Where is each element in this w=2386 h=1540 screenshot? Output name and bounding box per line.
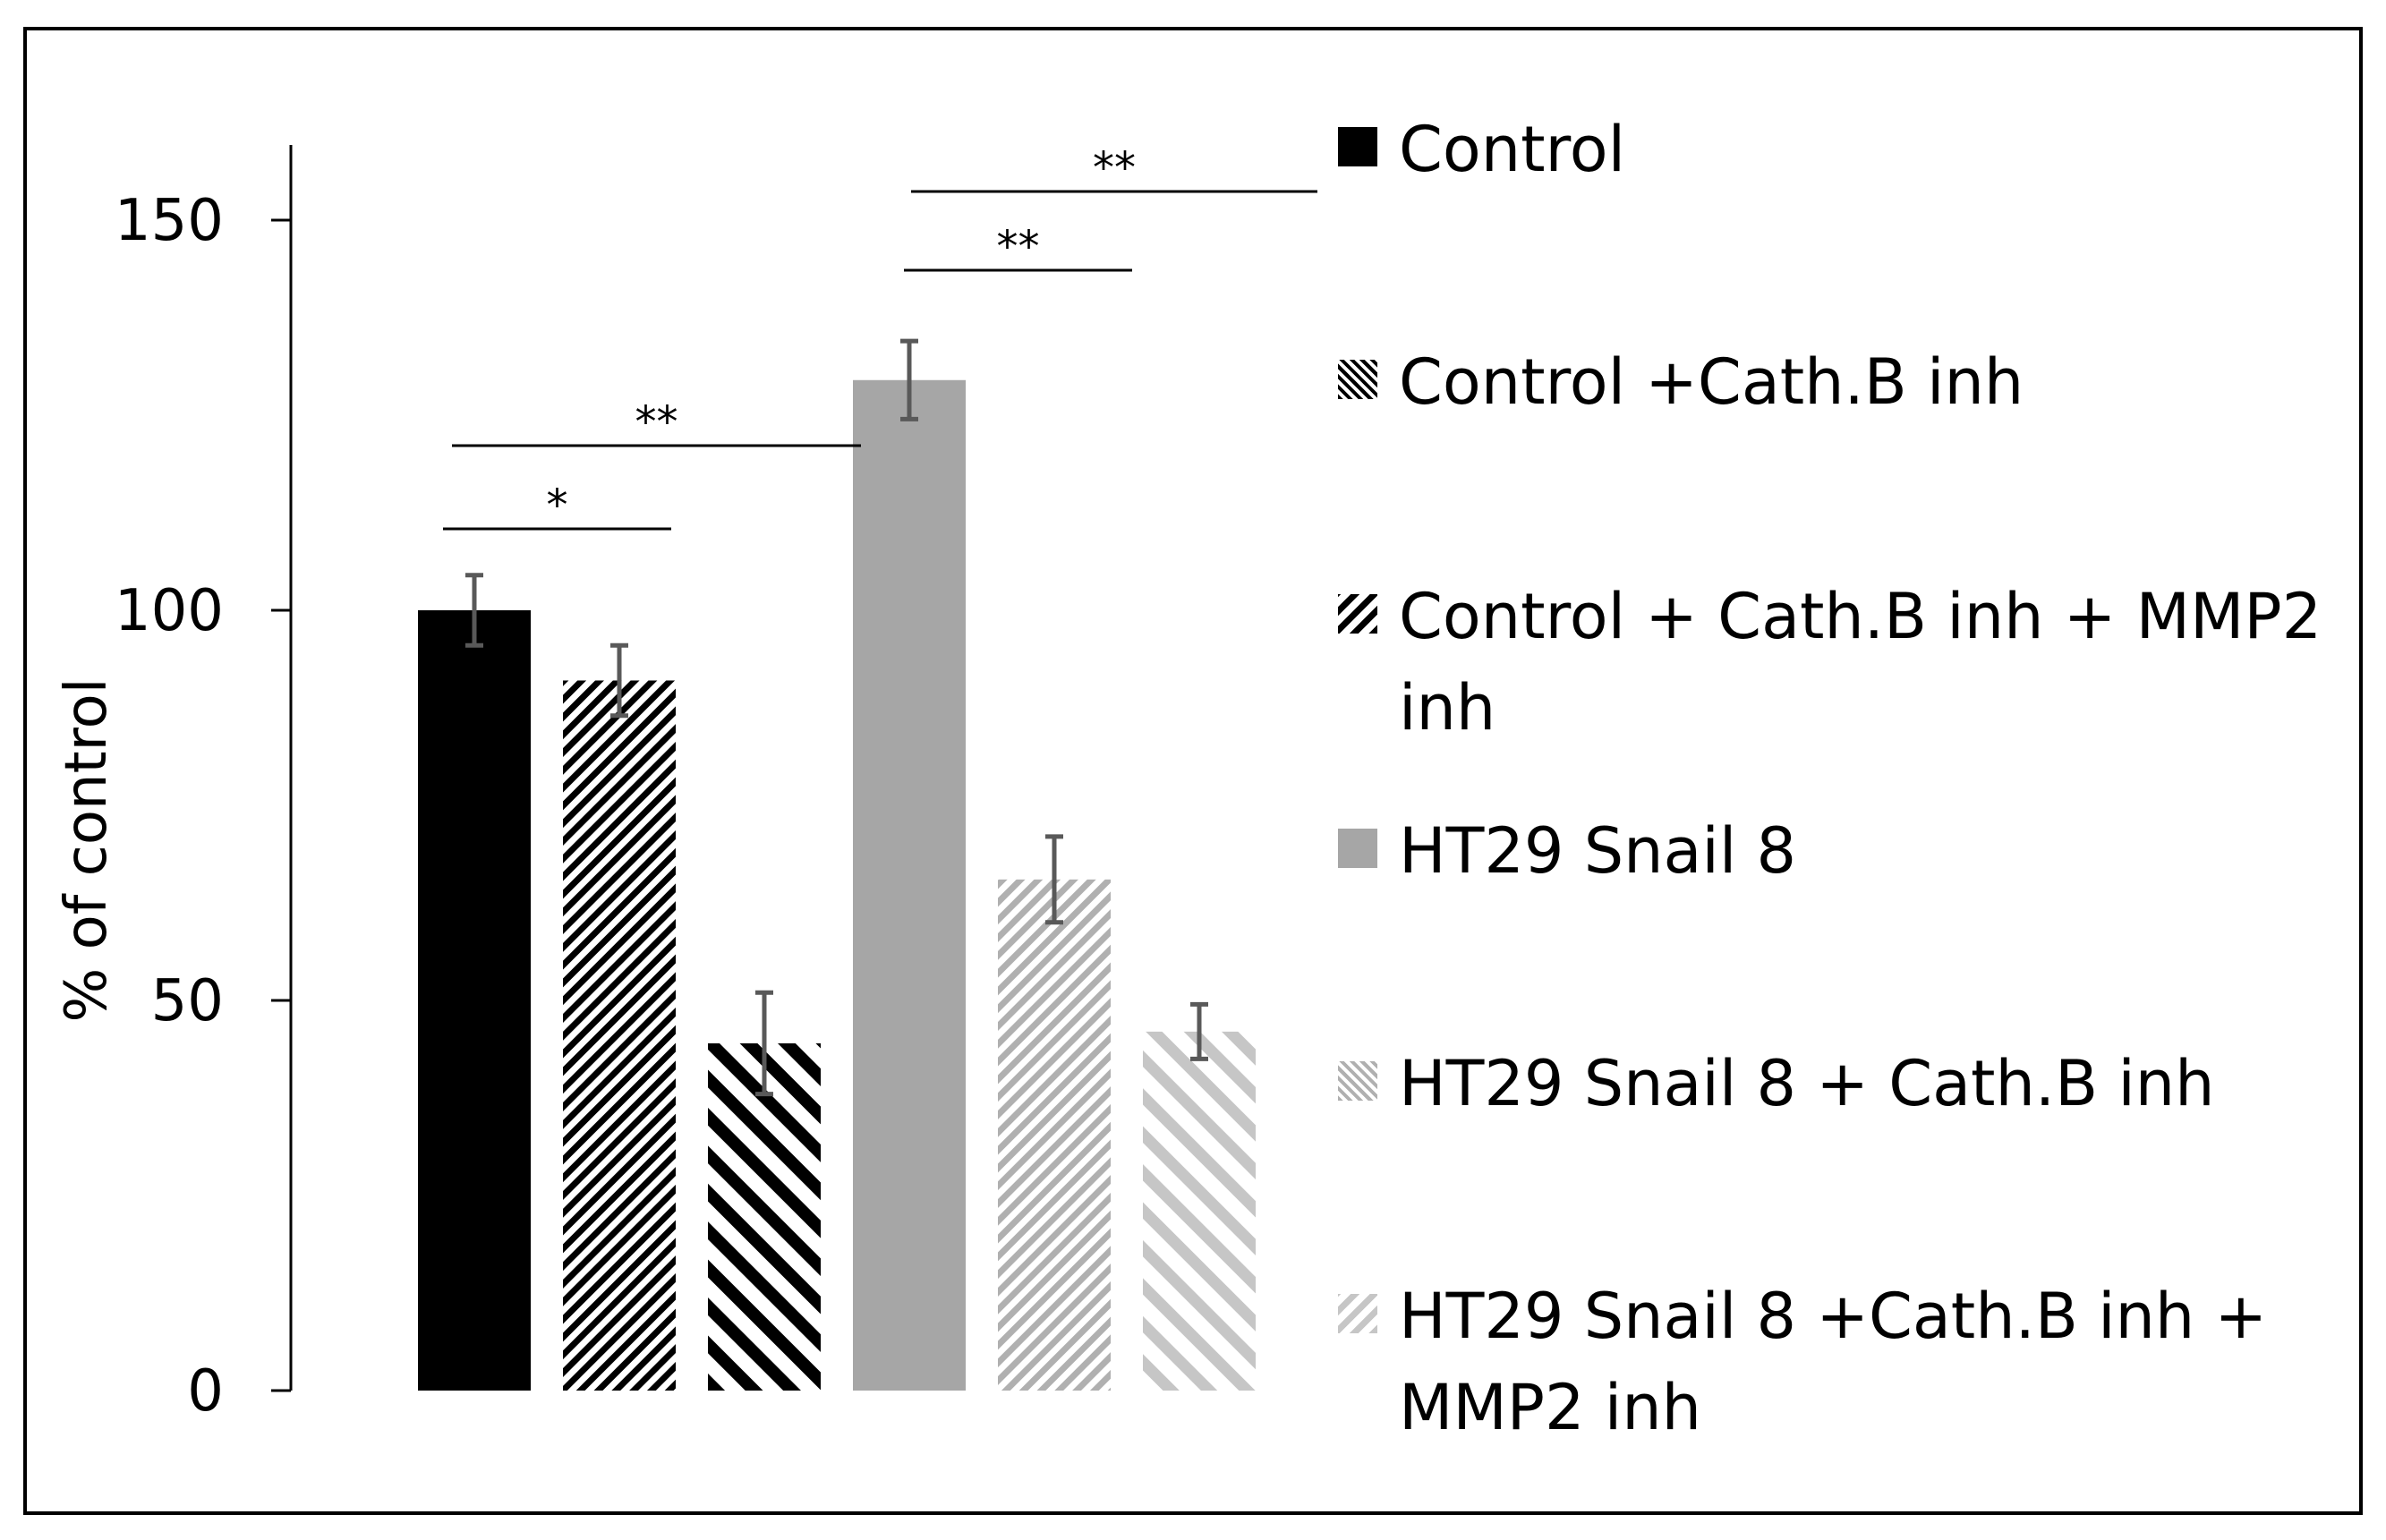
legend-item: HT29 Snail 8 +Cath.B inh + MMP2 inh: [1338, 1271, 2330, 1453]
legend-label: Control + Cath.B inh + MMP2 inh: [1399, 580, 2322, 744]
axes: 0 50 100 150: [115, 145, 293, 1425]
y-tick-label: 150: [115, 188, 224, 254]
error-bars: [465, 338, 1208, 1097]
y-tick-label: 50: [151, 968, 224, 1034]
legend-label: Control: [1399, 113, 1626, 186]
significance-label: **: [997, 222, 1040, 272]
y-axis-title-group: % of control: [54, 677, 120, 1022]
y-tick-label: 0: [187, 1358, 224, 1425]
legend-swatch: [1338, 1061, 1377, 1101]
legend-label: HT29 Snail 8: [1399, 814, 1797, 888]
y-tick-label: 100: [115, 578, 224, 644]
bar: [1143, 1031, 1256, 1391]
legend-swatch: [1338, 594, 1377, 634]
significance-label: **: [1093, 143, 1136, 193]
legend-label: Control +Cath.B inh: [1399, 345, 2024, 419]
bar: [853, 379, 966, 1391]
legend-item: Control +Cath.B inh: [1338, 336, 2330, 428]
figure-frame: [23, 27, 2363, 1515]
legend-item: HT29 Snail 8: [1338, 805, 2330, 897]
bars: [418, 379, 1256, 1391]
legend-swatch: [1338, 829, 1377, 868]
significance-annotations: *******: [443, 143, 1317, 531]
legend-item: Control: [1338, 104, 2330, 195]
significance-label: **: [635, 397, 678, 447]
bar: [708, 1042, 821, 1391]
bar: [998, 879, 1111, 1391]
legend-label: HT29 Snail 8 + Cath.B inh: [1399, 1047, 2215, 1120]
legend-item: Control + Cath.B inh + MMP2 inh: [1338, 571, 2330, 753]
bar: [563, 680, 676, 1391]
legend-swatch: [1338, 1294, 1377, 1333]
legend-swatch: [1338, 360, 1377, 399]
significance-label: *: [547, 481, 568, 531]
legend-item: HT29 Snail 8 + Cath.B inh: [1338, 1038, 2330, 1129]
legend-swatch: [1338, 127, 1377, 166]
legend-label: HT29 Snail 8 +Cath.B inh + MMP2 inh: [1399, 1280, 2268, 1444]
bar: [418, 610, 531, 1391]
y-axis-title: % of control: [54, 677, 120, 1022]
